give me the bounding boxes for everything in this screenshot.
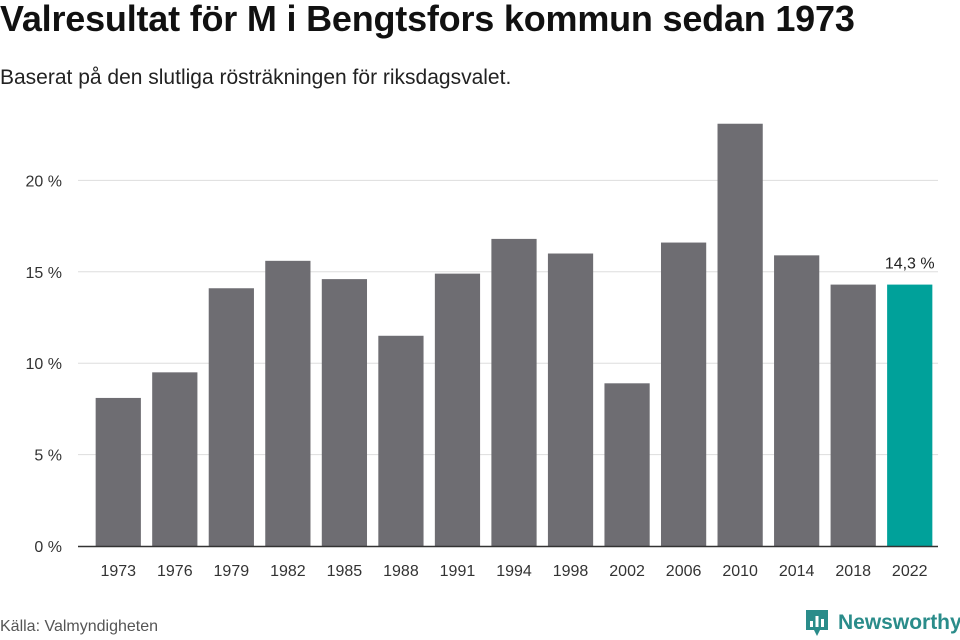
bar — [491, 238, 537, 546]
bar — [774, 255, 820, 546]
x-tick-label: 1991 — [440, 563, 476, 580]
bar — [434, 273, 481, 546]
x-tick-label: 1982 — [270, 563, 306, 580]
bar — [717, 123, 763, 547]
x-tick-label: 1973 — [100, 563, 136, 580]
bar — [152, 372, 198, 546]
y-tick-label: 20 % — [26, 173, 62, 190]
bar — [830, 284, 876, 546]
bar — [660, 242, 707, 546]
data-labels: 14,3 % — [885, 256, 935, 273]
y-axis-ticks: 0 % 5 % 10 % 15 % 20 % — [26, 173, 62, 556]
y-tick-label: 5 % — [34, 448, 62, 465]
source-note: Källa: Valmyndigheten — [0, 618, 159, 635]
x-tick-label: 2014 — [779, 563, 815, 580]
brand-name: Newsworthy — [838, 611, 960, 634]
x-tick-label: 2022 — [892, 563, 928, 580]
bar — [547, 253, 594, 546]
x-tick-label: 1994 — [496, 563, 532, 580]
bar-chart: 0 %5 %10 %15 %20 % 1973 1976 1979 1982 1985 1… — [26, 123, 938, 580]
data-label: 14,3 % — [885, 256, 935, 273]
x-tick-label: 2010 — [722, 563, 758, 580]
y-tick-label: 0 % — [34, 539, 62, 556]
bar — [265, 260, 311, 546]
chart-title: Valresultat för M i Bengtsfors kommun se… — [0, 0, 855, 39]
x-axis-ticks: 1973 1976 1979 1982 1985 1988 1991 1994 1998 2002… — [100, 563, 927, 580]
bar — [378, 335, 424, 546]
bar — [604, 383, 650, 546]
x-tick-label: 2006 — [666, 563, 702, 580]
y-tick-label: 10 % — [26, 356, 62, 373]
x-tick-label: 1985 — [327, 563, 363, 580]
bar — [208, 288, 254, 546]
x-tick-label: 1988 — [383, 563, 419, 580]
x-tick-label: 2002 — [609, 563, 645, 580]
chart-subtitle: Baserat på den slutliga rösträkningen fö… — [0, 66, 512, 89]
y-tick-label: 15 % — [26, 265, 62, 282]
bar — [321, 279, 368, 546]
x-tick-label: 2018 — [835, 563, 871, 580]
bar — [95, 397, 141, 546]
x-tick-label: 1979 — [214, 563, 250, 580]
bar — [887, 284, 933, 546]
x-tick-label: 1976 — [157, 563, 193, 580]
newsworthy-logo-icon — [806, 610, 828, 636]
bars — [95, 123, 933, 547]
brand: Newsworthy — [804, 608, 960, 638]
x-tick-label: 1998 — [553, 563, 589, 580]
